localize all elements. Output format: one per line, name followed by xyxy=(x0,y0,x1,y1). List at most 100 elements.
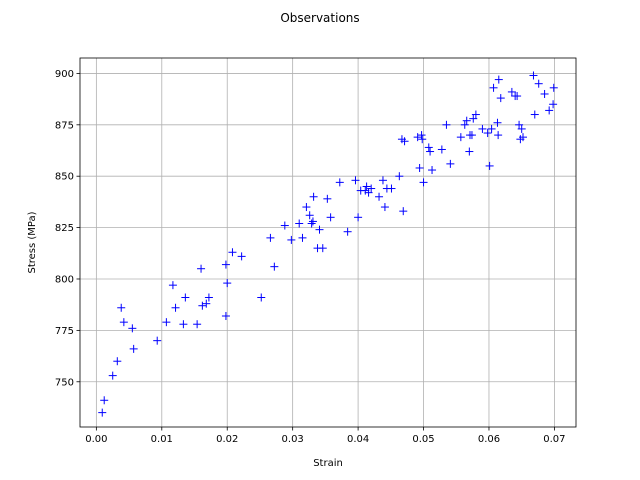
data-point xyxy=(517,124,526,133)
data-point xyxy=(483,129,492,138)
data-point xyxy=(493,118,502,127)
data-point xyxy=(181,293,190,302)
data-point xyxy=(318,244,327,253)
y-tick-label: 875 xyxy=(55,120,74,131)
data-point xyxy=(287,235,296,244)
data-point xyxy=(362,182,371,191)
data-point xyxy=(108,371,117,380)
data-point xyxy=(415,163,424,172)
data-point xyxy=(221,260,230,269)
data-point xyxy=(378,176,387,185)
axis-ticks: 0.00 0.01 0.02 0.03 0.04 0.05 0.06 0.07 750 775 80… xyxy=(55,69,566,445)
data-point xyxy=(549,100,558,109)
data-point xyxy=(113,357,122,366)
data-point xyxy=(494,75,503,84)
data-point xyxy=(485,161,494,170)
data-point xyxy=(202,299,211,308)
data-point xyxy=(424,143,433,152)
x-tick-label: 0.01 xyxy=(151,434,173,445)
data-point xyxy=(98,408,107,417)
data-point xyxy=(179,320,188,329)
data-point xyxy=(354,213,363,222)
data-point xyxy=(487,124,496,133)
data-point xyxy=(465,147,474,156)
data-point xyxy=(513,92,522,101)
x-tick-label: 0.03 xyxy=(282,434,304,445)
data-point xyxy=(395,172,404,181)
data-point xyxy=(228,248,237,257)
data-point xyxy=(387,184,396,193)
grid-lines xyxy=(80,58,576,427)
data-point xyxy=(153,336,162,345)
data-point xyxy=(361,186,370,195)
y-tick-label: 800 xyxy=(55,274,74,285)
data-point xyxy=(119,318,128,327)
data-point xyxy=(197,264,206,273)
data-point xyxy=(280,221,289,230)
data-point xyxy=(428,166,437,175)
data-point xyxy=(418,135,427,144)
data-point xyxy=(117,303,126,312)
data-point xyxy=(168,281,177,290)
data-point xyxy=(309,192,318,201)
chart-title: Observations xyxy=(280,11,359,25)
data-point xyxy=(507,87,516,96)
data-point xyxy=(446,159,455,168)
x-tick-label: 0.07 xyxy=(543,434,565,445)
data-point xyxy=(549,83,558,92)
data-point xyxy=(456,133,465,142)
data-point xyxy=(540,89,549,98)
data-point xyxy=(237,252,246,261)
data-point xyxy=(375,192,384,201)
y-tick-label: 850 xyxy=(55,172,74,183)
x-tick-label: 0.06 xyxy=(478,434,500,445)
data-point xyxy=(193,320,202,329)
data-point xyxy=(442,120,451,129)
plot-frame xyxy=(79,57,577,428)
data-point xyxy=(518,133,527,142)
y-tick-label: 775 xyxy=(55,326,74,337)
data-point xyxy=(305,211,314,220)
x-tick-label: 0.02 xyxy=(216,434,238,445)
x-tick-label: 0.04 xyxy=(347,434,369,445)
data-point xyxy=(515,120,524,129)
data-point xyxy=(100,396,109,405)
data-point xyxy=(308,217,317,226)
data-point xyxy=(351,176,360,185)
data-point xyxy=(489,83,498,92)
data-point xyxy=(171,303,180,312)
data-point xyxy=(469,114,478,123)
data-point xyxy=(198,301,207,310)
data-point xyxy=(400,137,409,146)
data-point xyxy=(460,120,469,129)
data-point xyxy=(221,311,230,320)
data-point xyxy=(419,178,428,187)
data-point xyxy=(315,225,324,234)
data-point xyxy=(129,344,138,353)
data-point xyxy=(417,131,426,140)
data-point xyxy=(326,213,335,222)
data-points xyxy=(98,71,558,417)
data-point xyxy=(307,219,316,228)
data-point xyxy=(270,262,279,271)
y-axis-label: Stress (MPa) xyxy=(27,211,38,273)
data-point xyxy=(343,227,352,236)
data-point xyxy=(467,131,476,140)
data-point xyxy=(462,116,471,125)
data-point xyxy=(204,293,213,302)
data-point xyxy=(496,94,505,103)
y-tick-label: 900 xyxy=(55,69,74,80)
data-point xyxy=(335,178,344,187)
data-point xyxy=(426,147,435,156)
data-point xyxy=(128,324,137,333)
data-point xyxy=(298,233,307,242)
data-point xyxy=(399,207,408,216)
data-point xyxy=(364,188,373,197)
data-point xyxy=(323,194,332,203)
data-point xyxy=(530,110,539,119)
data-point xyxy=(413,133,422,142)
x-tick-label: 0.05 xyxy=(412,434,434,445)
data-point xyxy=(494,131,503,140)
x-tick-label: 0.00 xyxy=(85,434,107,445)
